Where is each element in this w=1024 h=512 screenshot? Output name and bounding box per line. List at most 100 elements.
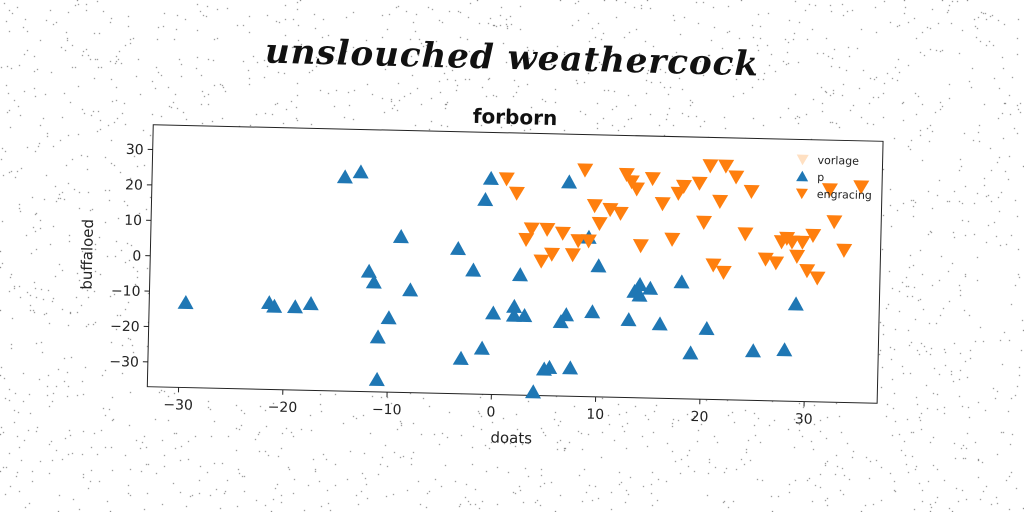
plot-group: −30 −20 −10 0 10 20 30 −30 −20 −10 0 10 20 30 doats b… [77, 124, 884, 447]
engracing-point [712, 194, 729, 209]
engracing-point [580, 234, 597, 249]
engracing-point [518, 232, 535, 248]
p-point [505, 307, 522, 322]
p-point [584, 304, 601, 319]
p-point [368, 371, 385, 387]
p-point [512, 267, 529, 282]
p-point [506, 298, 523, 314]
p-point [682, 345, 699, 360]
engracing-point [644, 172, 661, 187]
p-point [524, 384, 541, 399]
y-tick-label: −20 [110, 319, 140, 336]
engracing-point [654, 197, 671, 212]
y-tick-label: 20 [125, 177, 143, 193]
engracing-point [544, 247, 561, 262]
legend-label: p [817, 171, 824, 184]
engracing-point [836, 243, 853, 258]
p-point [642, 280, 659, 295]
p-point [744, 343, 761, 358]
engracing-point [632, 239, 649, 254]
p-point [776, 342, 793, 357]
p-point [562, 360, 579, 375]
p-point [450, 240, 467, 256]
x-tick-label: −30 [163, 397, 193, 414]
legend-marker [795, 188, 808, 200]
p-point [561, 174, 578, 189]
engracing-point [586, 199, 603, 214]
p-point [380, 310, 397, 325]
engracing-point [691, 176, 708, 191]
p-point [590, 258, 607, 273]
p-point [651, 316, 668, 331]
x-tick-label: −20 [267, 399, 297, 416]
y-axis-label: buffaloed [77, 219, 97, 290]
x-tick-label: 10 [586, 407, 604, 423]
p-point [516, 307, 533, 323]
engracing-point [523, 222, 540, 237]
y-tick-label: 30 [126, 142, 144, 158]
p-point [477, 191, 494, 207]
p-point [541, 359, 558, 375]
engracing-point [757, 252, 774, 267]
legend: vorlage p engracing [795, 154, 872, 202]
engracing-point [702, 159, 719, 174]
engracing-point [715, 265, 732, 280]
legend-label: vorlage [817, 154, 859, 168]
y-tick-label: 10 [124, 213, 142, 229]
engracing-point [737, 227, 754, 242]
engracing-point [743, 184, 760, 200]
p-point [360, 263, 377, 278]
engracing-point [623, 175, 640, 190]
y-tick-label: −30 [109, 354, 139, 371]
p-point [631, 276, 648, 292]
p-point [673, 274, 690, 289]
p-point [558, 307, 575, 322]
p-point [266, 298, 283, 313]
ticks-layer: −30 −20 −10 0 10 20 30 −30 −20 −10 0 10 20 30 [109, 142, 813, 428]
engracing-point [628, 182, 645, 197]
x-tick-label: 20 [690, 409, 708, 425]
engracing-point [826, 215, 843, 230]
p-point [287, 299, 304, 314]
engracing-point [794, 235, 811, 250]
x-tick-label: −10 [372, 402, 402, 419]
engracing-point [664, 232, 681, 247]
engracing-point [539, 222, 556, 237]
p-point [485, 305, 502, 320]
p-point [177, 294, 194, 310]
engracing-point [718, 159, 735, 174]
engracing-point [564, 248, 581, 263]
engracing-point [508, 186, 525, 201]
engracing-point [533, 254, 550, 269]
engracing-point [821, 183, 838, 198]
p-point [631, 287, 648, 302]
legend-marker [796, 170, 809, 182]
engracing-point [705, 258, 722, 273]
engracing-point [577, 163, 594, 178]
p-point [452, 350, 469, 365]
engracing-point [570, 234, 587, 249]
engracing-point [805, 228, 822, 243]
engracing-point [554, 226, 571, 241]
p-point [365, 274, 382, 289]
x-tick-label: 30 [795, 411, 813, 427]
engracing-point [768, 256, 785, 271]
p-point [336, 169, 353, 184]
p-point [698, 320, 715, 336]
p-point [402, 282, 419, 297]
engracing-point [591, 216, 608, 232]
p-point [302, 296, 319, 311]
engracing-point [853, 180, 870, 195]
p-point [482, 170, 499, 186]
p-point [620, 312, 637, 327]
engracing-point [784, 235, 801, 250]
p-point [392, 229, 409, 244]
engracing-point [602, 202, 619, 218]
y-tick-label: −10 [111, 283, 141, 300]
engracing-point [789, 249, 806, 264]
x-axis-label: doats [490, 428, 532, 447]
legend-marker [796, 154, 809, 166]
engracing-point [675, 179, 692, 194]
x-tick-label: 0 [486, 404, 495, 420]
engracing-point [799, 264, 816, 279]
